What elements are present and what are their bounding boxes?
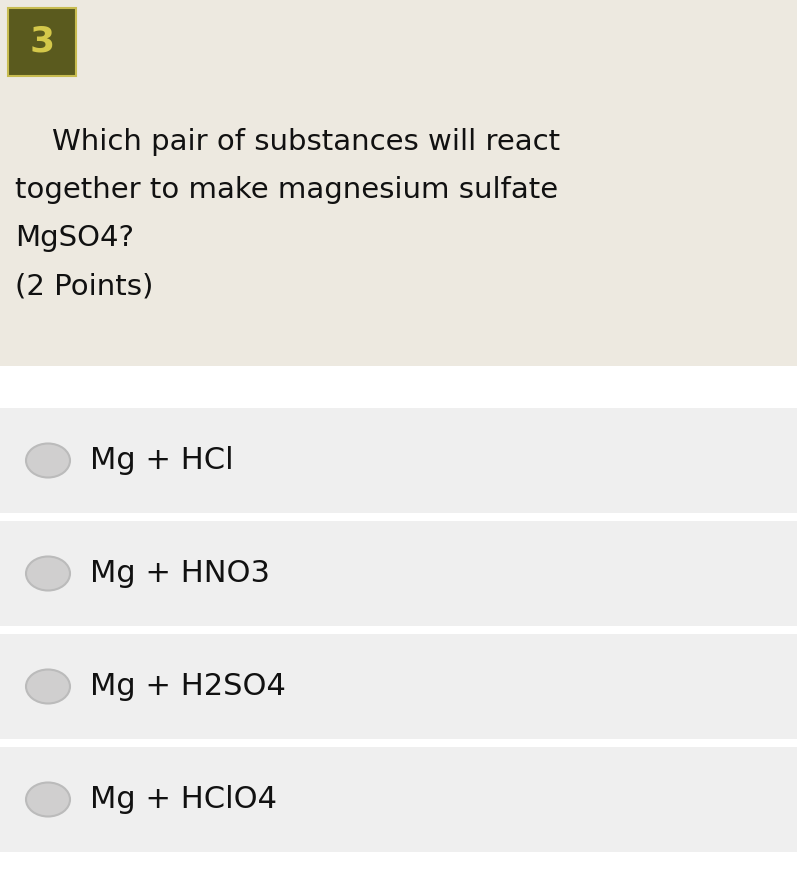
- Text: together to make magnesium sulfate: together to make magnesium sulfate: [15, 176, 558, 204]
- FancyBboxPatch shape: [0, 747, 797, 852]
- Ellipse shape: [26, 782, 70, 817]
- Text: Which pair of substances will react: Which pair of substances will react: [15, 128, 560, 156]
- Text: 3: 3: [29, 25, 54, 59]
- Ellipse shape: [26, 557, 70, 591]
- Ellipse shape: [26, 669, 70, 704]
- FancyBboxPatch shape: [0, 408, 797, 513]
- Text: (2 Points): (2 Points): [15, 272, 153, 300]
- Text: Mg + HCl: Mg + HCl: [90, 446, 234, 475]
- FancyBboxPatch shape: [0, 739, 797, 747]
- FancyBboxPatch shape: [0, 521, 797, 626]
- FancyBboxPatch shape: [8, 8, 76, 76]
- Ellipse shape: [26, 444, 70, 477]
- Text: MgSO4?: MgSO4?: [15, 224, 134, 252]
- Text: Mg + HClO4: Mg + HClO4: [90, 785, 277, 814]
- FancyBboxPatch shape: [0, 634, 797, 739]
- FancyBboxPatch shape: [0, 513, 797, 521]
- FancyBboxPatch shape: [0, 366, 797, 408]
- Text: Mg + H2SO4: Mg + H2SO4: [90, 672, 286, 701]
- FancyBboxPatch shape: [0, 626, 797, 634]
- FancyBboxPatch shape: [0, 0, 797, 366]
- Text: Mg + HNO3: Mg + HNO3: [90, 559, 270, 588]
